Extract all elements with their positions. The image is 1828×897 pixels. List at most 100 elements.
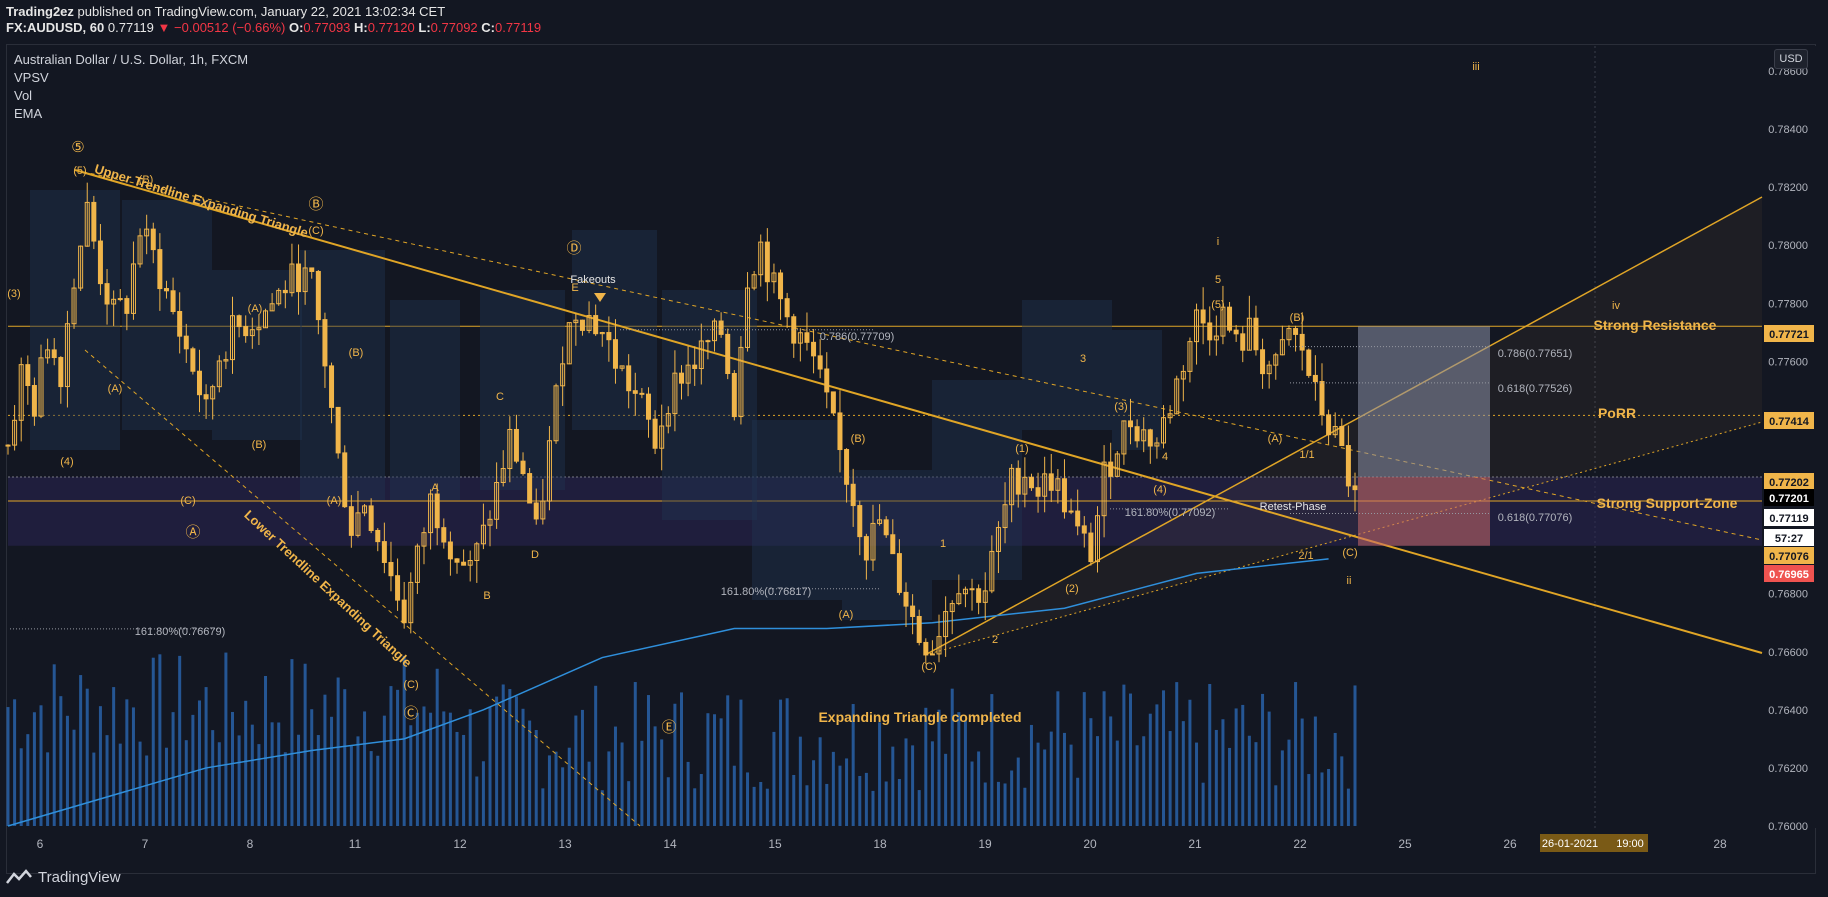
volume-bar — [726, 695, 730, 826]
candle-body — [1345, 445, 1351, 487]
volume-bar — [1201, 782, 1205, 826]
candle-body — [474, 543, 480, 561]
upper-trendline — [74, 169, 1763, 654]
candle-body — [1266, 364, 1272, 375]
volume-bar — [409, 725, 413, 826]
time-tick-label: 26 — [1503, 837, 1517, 851]
currency-button[interactable]: USD — [1774, 49, 1808, 69]
candle-body — [1101, 461, 1107, 517]
volume-bar — [878, 722, 882, 826]
volume-bar — [1267, 711, 1271, 826]
volume-bar — [270, 722, 274, 826]
volume-bar — [765, 788, 769, 826]
volume-bar — [607, 751, 611, 826]
tradingview-logo[interactable]: TradingView — [6, 868, 121, 886]
volume-bar — [125, 699, 129, 826]
time-tick-label: 12 — [453, 837, 467, 851]
volume-bar — [1307, 774, 1311, 826]
volume-bar — [1148, 713, 1152, 826]
volume-bar — [594, 685, 598, 826]
price-tick-label: 0.76200 — [1768, 763, 1808, 775]
volume-bar — [613, 726, 617, 826]
volume-bar — [1228, 747, 1232, 826]
price-tag-label: 0.77202 — [1769, 477, 1809, 489]
candle-body — [230, 315, 235, 361]
volume-bar — [6, 707, 10, 826]
volume-bar — [257, 744, 261, 826]
candle-body — [586, 315, 592, 331]
candle-body — [639, 392, 645, 395]
volume-bar — [283, 752, 287, 826]
candle-body — [1174, 378, 1180, 415]
wave-label: Ⓐ — [185, 524, 200, 541]
legend-indicator-vpsv[interactable]: VPSV — [14, 70, 49, 85]
volume-bar — [977, 751, 981, 826]
volume-bar — [924, 707, 928, 826]
candle-body — [725, 333, 731, 375]
candle-body — [322, 319, 328, 367]
candle-body — [527, 473, 533, 504]
volume-bar — [52, 664, 56, 826]
candle-body — [672, 372, 678, 415]
candle-body — [329, 365, 335, 408]
candle-body — [1207, 322, 1213, 341]
volume-bar — [1003, 783, 1007, 826]
volume-bar — [719, 718, 723, 826]
time-tick-label: 19 — [978, 837, 992, 851]
candle-body — [593, 315, 599, 335]
candle-body — [626, 365, 632, 392]
volume-bar — [501, 684, 505, 826]
wave-label: 2/1 — [1298, 550, 1313, 562]
volume-bar — [336, 677, 340, 826]
candles — [5, 182, 1358, 665]
candle-body — [738, 346, 744, 418]
wave-label: E — [571, 282, 578, 294]
wave-label: (C) — [921, 661, 936, 673]
candle-body — [388, 561, 394, 577]
volume-bar — [310, 709, 314, 826]
volume-bar — [356, 736, 360, 826]
wave-label: (4) — [1153, 484, 1166, 496]
volume-bar — [752, 786, 756, 826]
candle-body — [1213, 335, 1219, 341]
candle-body — [712, 320, 718, 342]
target-box — [1358, 326, 1490, 477]
candle-body — [401, 599, 407, 624]
volume-bar — [547, 755, 551, 826]
candle-body — [1293, 328, 1299, 335]
volume-bar — [666, 777, 670, 826]
candle-body — [844, 449, 850, 485]
candle-body — [1200, 309, 1206, 324]
last-price: 0.77119 — [107, 20, 154, 35]
channel-fill — [925, 197, 1762, 655]
wave-label: (C) — [403, 679, 418, 691]
candle-body — [45, 349, 51, 359]
volume-bar — [739, 699, 743, 826]
candle-body — [546, 440, 552, 502]
volume-bar — [858, 775, 862, 826]
volume-bar — [1043, 749, 1047, 826]
candle-body — [533, 502, 539, 520]
candle-body — [962, 588, 968, 595]
wave-label: 4 — [1162, 451, 1168, 463]
candle-body — [447, 541, 453, 560]
candle-body — [982, 590, 988, 603]
volume-bar — [32, 712, 36, 826]
candle-body — [896, 553, 902, 593]
chart-frame[interactable] — [6, 44, 1816, 874]
candle-body — [1108, 461, 1114, 477]
price-tag-label: 0.77721 — [1769, 329, 1809, 341]
volume-bar — [534, 730, 538, 826]
legend-indicator-ema[interactable]: EMA — [14, 106, 43, 121]
volume-bar — [646, 695, 650, 826]
low-label: L: — [418, 20, 431, 35]
volume-profile-block — [30, 190, 120, 450]
wave-label: (A) — [108, 383, 123, 395]
volume-bar — [911, 745, 915, 826]
volume-bar — [231, 711, 234, 826]
legend-indicator-vol[interactable]: Vol — [14, 88, 33, 103]
candle-body — [1319, 381, 1325, 416]
candle-body — [645, 393, 651, 420]
volume-bar — [1313, 716, 1317, 826]
